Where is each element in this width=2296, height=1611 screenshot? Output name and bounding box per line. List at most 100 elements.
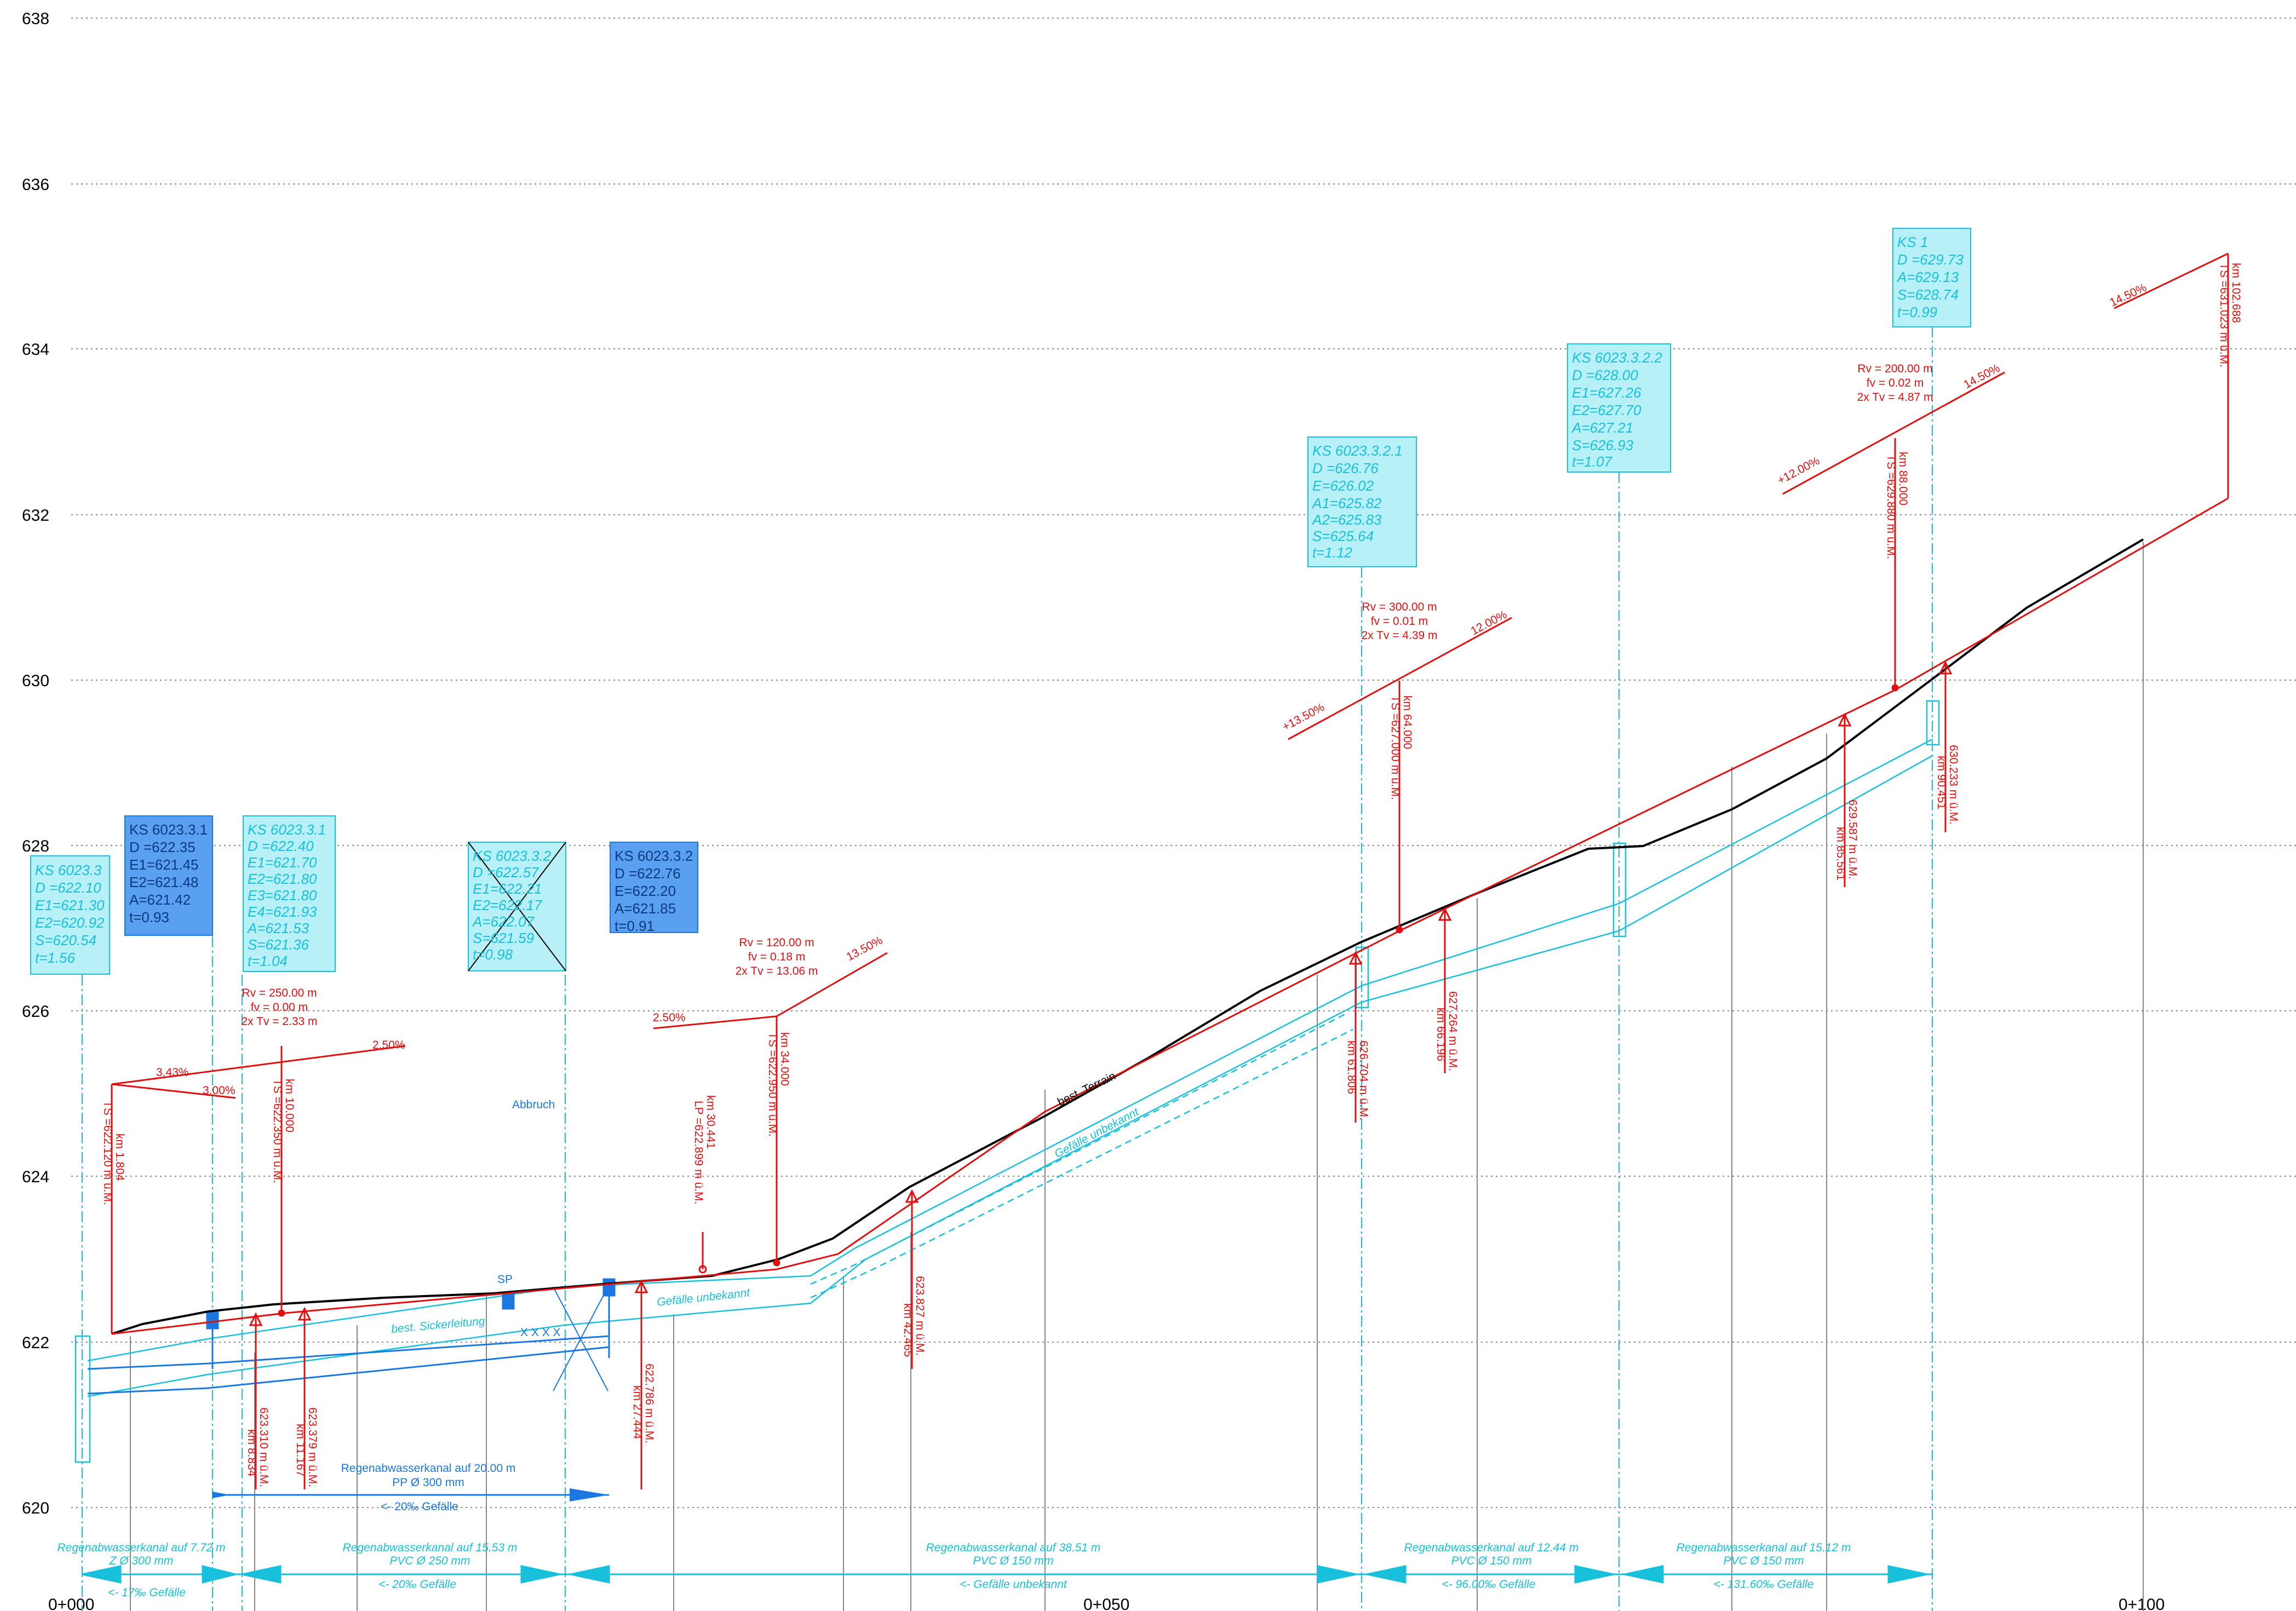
svg-text:E3=621.80: E3=621.80 — [248, 887, 317, 904]
svg-text:Regenabwasserkanal auf 38.51 m: Regenabwasserkanal auf 38.51 m — [926, 1541, 1101, 1554]
svg-text:Regenabwasserkanal auf 7.72 m: Regenabwasserkanal auf 7.72 m — [57, 1541, 225, 1554]
y-tick-label: 632 — [22, 507, 49, 525]
y-tick-label: 634 — [22, 341, 49, 359]
station-lines — [130, 542, 2144, 1611]
svg-text:t=1.07: t=1.07 — [1572, 453, 1613, 470]
svg-text:A=621.53: A=621.53 — [246, 920, 309, 936]
structure-box-ks6023-3-2-new[interactable]: KS 6023.3.2 D =622.76 E=622.20 A=621.85 … — [610, 842, 698, 934]
svg-text:KS 6023.3.1: KS 6023.3.1 — [129, 821, 208, 838]
svg-text:A=627.21: A=627.21 — [1571, 419, 1633, 436]
svg-text:KS 6023.3.1: KS 6023.3.1 — [248, 821, 326, 838]
new-pipe: X X X X — [87, 1278, 616, 1395]
y-tick-label: 638 — [22, 10, 49, 28]
pipe-sections: Regenabwasserkanal auf 7.72 m Z Ø 300 mm… — [57, 1541, 1932, 1599]
design-grade-line — [111, 497, 2229, 1335]
svg-text:km 34.000: km 34.000 — [778, 1032, 791, 1086]
svg-text:km 90.451: km 90.451 — [1935, 756, 1948, 809]
svg-text:D =626.76: D =626.76 — [1312, 460, 1379, 476]
svg-text:Rv = 300.00 m: Rv = 300.00 m — [1362, 601, 1437, 613]
svg-text:2.50%: 2.50% — [372, 1039, 405, 1051]
svg-text:2x Tv = 4.39 m: 2x Tv = 4.39 m — [1361, 629, 1437, 642]
svg-text:<- 96.00‰ Gefälle: <- 96.00‰ Gefälle — [1442, 1578, 1535, 1591]
svg-text:14.50%: 14.50% — [2108, 281, 2148, 309]
svg-text:+13.50%: +13.50% — [1281, 701, 1327, 734]
svg-text:630.233 m ü.M.: 630.233 m ü.M. — [1947, 745, 1960, 825]
svg-text:t=0.98: t=0.98 — [473, 946, 513, 963]
svg-text:km 85.561: km 85.561 — [1834, 827, 1847, 881]
svg-text:S=621.36: S=621.36 — [248, 936, 309, 953]
svg-text:623.310 m ü.M.: 623.310 m ü.M. — [257, 1407, 270, 1487]
structure-box-ks6023-3[interactable]: KS 6023.3 D =622.10 E1=621.30 E2=620.92 … — [30, 855, 110, 975]
svg-text:S=626.93: S=626.93 — [1572, 437, 1634, 453]
svg-text:E1=622.21: E1=622.21 — [473, 881, 542, 897]
svg-text:PVC Ø 150 mm: PVC Ø 150 mm — [1723, 1555, 1804, 1567]
svg-text:A1=625.82: A1=625.82 — [1311, 495, 1382, 511]
below-station-labels: 623.310 m ü.M. km 8.834 623.379 m ü.M. k… — [245, 745, 1960, 1487]
svg-text:Regenabwasserkanal auf 12.44 m: Regenabwasserkanal auf 12.44 m — [1404, 1541, 1579, 1554]
svg-text:TS =629.880 m ü.M.: TS =629.880 m ü.M. — [1885, 454, 1897, 559]
svg-text:TS =622.120 m ü.M.: TS =622.120 m ü.M. — [101, 1101, 114, 1205]
svg-text:fv = 0.18 m: fv = 0.18 m — [748, 951, 805, 963]
svg-text:E1=621.30: E1=621.30 — [35, 897, 105, 913]
x-tick-label: 0+050 — [1083, 1596, 1129, 1611]
svg-text:X X X X: X X X X — [520, 1326, 561, 1339]
svg-text:TS =627.000 m ü.M.: TS =627.000 m ü.M. — [1389, 695, 1402, 800]
svg-text:S=628.74: S=628.74 — [1897, 286, 1959, 303]
svg-text:TS =631.023 m ü.M.: TS =631.023 m ü.M. — [2218, 263, 2230, 367]
svg-text:km 88.000: km 88.000 — [1897, 452, 1909, 505]
svg-text:Rv = 250.00 m: Rv = 250.00 m — [242, 987, 317, 999]
svg-text:<- 131.60‰ Gefälle: <- 131.60‰ Gefälle — [1714, 1578, 1814, 1591]
svg-text:best. Terrain: best. Terrain — [1055, 1069, 1118, 1108]
x-tick-label: 0+100 — [2119, 1596, 2165, 1611]
svg-text:Abbruch: Abbruch — [512, 1098, 555, 1111]
svg-text:km 66.196: km 66.196 — [1434, 1008, 1447, 1061]
svg-text:626.704 m ü.M.: 626.704 m ü.M. — [1357, 1040, 1370, 1120]
svg-text:fv = 0.00 m: fv = 0.00 m — [251, 1001, 308, 1014]
y-tick-label: 628 — [22, 837, 49, 855]
svg-text:t=1.04: t=1.04 — [248, 953, 288, 969]
svg-text:KS 6023.3.2.1: KS 6023.3.2.1 — [1312, 442, 1403, 459]
y-tick-label: 636 — [22, 176, 49, 194]
svg-text:A=621.42: A=621.42 — [129, 891, 191, 908]
structure-box-ks1[interactable]: KS 1 D =629.73 A=629.13 S=628.74 t=0.99 — [1892, 228, 1971, 327]
svg-text:km 42.465: km 42.465 — [902, 1303, 914, 1357]
svg-text:km 8.834: km 8.834 — [245, 1429, 258, 1477]
svg-text:KS 1: KS 1 — [1897, 234, 1928, 250]
svg-text:LP =622.899 m ü.M.: LP =622.899 m ü.M. — [692, 1101, 705, 1204]
svg-text:km 27.444: km 27.444 — [631, 1385, 644, 1439]
svg-text:<- 20‰ Gefälle: <- 20‰ Gefälle — [378, 1578, 456, 1591]
svg-text:t=1.56: t=1.56 — [35, 950, 76, 966]
construction-lines — [111, 252, 2229, 1334]
svg-text:A=629.13: A=629.13 — [1896, 269, 1959, 285]
svg-text:E=622.20: E=622.20 — [615, 883, 676, 899]
svg-text:fv = 0.01 m: fv = 0.01 m — [1371, 615, 1428, 628]
svg-text:2x Tv = 4.87 m: 2x Tv = 4.87 m — [1857, 391, 1933, 404]
structure-box-ks6023-3-2-2[interactable]: KS 6023.3.2.2 D =628.00 E1=627.26 E2=627… — [1567, 343, 1671, 473]
svg-text:Z Ø 300 mm: Z Ø 300 mm — [109, 1555, 174, 1567]
svg-text:13.50%: 13.50% — [845, 934, 885, 964]
x-axis: 0+000 0+050 0+100 — [48, 1596, 2165, 1611]
y-tick-label: 630 — [22, 672, 49, 690]
svg-text:2x Tv = 13.06 m: 2x Tv = 13.06 m — [736, 965, 818, 977]
svg-text:D =629.73: D =629.73 — [1897, 251, 1964, 268]
svg-text:km 1.804: km 1.804 — [113, 1134, 126, 1181]
structure-box-ks6023-3-2-old[interactable]: KS 6023.3.2 D =622.57 E1=622.21 E2=622.1… — [468, 842, 566, 971]
structure-box-ks6023-3-2-1[interactable]: KS 6023.3.2.1 D =626.76 E=626.02 A1=625.… — [1307, 436, 1417, 567]
svg-text:km 11.167: km 11.167 — [294, 1424, 307, 1477]
structure-box-ks6023-3-1-old[interactable]: KS 6023.3.1 D =622.40 E1=621.70 E2=621.8… — [243, 815, 336, 972]
svg-text:t=0.93: t=0.93 — [129, 909, 169, 925]
y-tick-label: 620 — [22, 1499, 49, 1517]
svg-text:Gefälle unbekannt: Gefälle unbekannt — [656, 1286, 751, 1309]
svg-text:Rv = 200.00 m: Rv = 200.00 m — [1857, 363, 1932, 375]
svg-text:E1=621.70: E1=621.70 — [248, 854, 317, 871]
vertical-curve-labels: Rv = 250.00 m fv = 0.00 m 2x Tv = 2.33 m… — [241, 363, 1933, 1028]
svg-text:TS =622.350 m ü.M.: TS =622.350 m ü.M. — [271, 1079, 284, 1183]
svg-text:E2=621.80: E2=621.80 — [248, 871, 317, 887]
grade-labels: 3.43% 3.00% 2.50% 2.50% 13.50% +13.50% 1… — [156, 281, 2149, 1097]
svg-text:Rv = 120.00 m: Rv = 120.00 m — [739, 936, 814, 949]
svg-text:PVC Ø 150 mm: PVC Ø 150 mm — [1451, 1555, 1531, 1567]
structure-box-ks6023-3-1-new[interactable]: KS 6023.3.1 D =622.35 E1=621.45 E2=621.4… — [124, 815, 213, 936]
svg-text:Regenabwasserkanal auf 20.00 m: Regenabwasserkanal auf 20.00 m — [341, 1462, 516, 1475]
svg-text:E1=621.45: E1=621.45 — [129, 856, 199, 873]
svg-text:KS 6023.3.2.2: KS 6023.3.2.2 — [1572, 349, 1662, 366]
